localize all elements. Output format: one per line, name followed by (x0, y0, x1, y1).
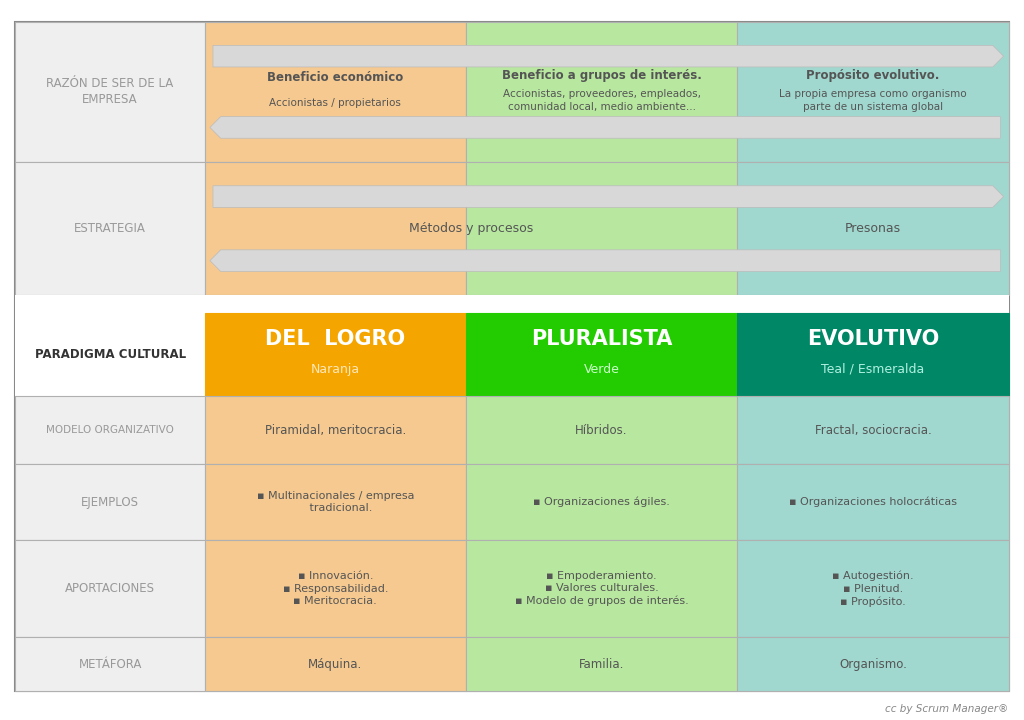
Polygon shape (210, 250, 1000, 271)
Text: Beneficio a grupos de interés.: Beneficio a grupos de interés. (502, 69, 701, 83)
Bar (737, 313, 1009, 396)
Bar (15, 22, 205, 162)
Text: ▪ Empoderamiento.
▪ Valores culturales.
▪ Modelo de grupos de interés.: ▪ Empoderamiento. ▪ Valores culturales. … (515, 571, 688, 606)
Bar (737, 396, 1009, 464)
Bar (15, 295, 1009, 313)
Text: APORTACIONES: APORTACIONES (66, 582, 155, 595)
Text: La propia empresa como organismo
parte de un sistema global: La propia empresa como organismo parte d… (779, 89, 967, 112)
Text: cc by Scrum Manager®: cc by Scrum Manager® (886, 704, 1009, 714)
Text: PARADIGMA CULTURAL: PARADIGMA CULTURAL (35, 348, 185, 361)
Text: Accionistas, proveedores, empleados,
comunidad local, medio ambiente...: Accionistas, proveedores, empleados, com… (503, 89, 700, 112)
Text: ▪ Innovación.
▪ Responsabilidad.
▪ Meritocracia.: ▪ Innovación. ▪ Responsabilidad. ▪ Merit… (283, 571, 388, 606)
Text: Propósito evolutivo.: Propósito evolutivo. (806, 69, 940, 83)
Bar (205, 540, 466, 637)
Text: Organismo.: Organismo. (839, 657, 907, 671)
Text: DEL  LOGRO: DEL LOGRO (265, 329, 406, 348)
Text: Familia.: Familia. (579, 657, 625, 671)
Text: MODELO ORGANIZATIVO: MODELO ORGANIZATIVO (46, 426, 174, 435)
Text: EJEMPLOS: EJEMPLOS (81, 495, 139, 509)
Text: ▪ Organizaciones holocráticas: ▪ Organizaciones holocráticas (788, 497, 957, 508)
Bar (205, 464, 466, 540)
Bar (737, 637, 1009, 691)
Text: Híbridos.: Híbridos. (575, 423, 628, 437)
Text: Naranja: Naranja (311, 362, 359, 376)
Text: ▪ Multinacionales / empresa
   tradicional.: ▪ Multinacionales / empresa tradicional. (257, 491, 414, 513)
Bar (737, 22, 1009, 162)
Bar (466, 313, 737, 396)
Bar (15, 313, 205, 396)
Bar (737, 162, 1009, 295)
Text: EVOLUTIVO: EVOLUTIVO (807, 329, 939, 348)
Text: Beneficio económico: Beneficio económico (267, 71, 403, 84)
Bar (205, 162, 466, 295)
Bar (466, 396, 737, 464)
Bar (15, 540, 205, 637)
Text: ▪ Autogestión.
▪ Plenitud.
▪ Propósito.: ▪ Autogestión. ▪ Plenitud. ▪ Propósito. (833, 571, 913, 606)
Bar (205, 313, 466, 396)
Bar (205, 22, 466, 162)
Text: Máquina.: Máquina. (308, 657, 362, 671)
Text: METÁFORA: METÁFORA (79, 657, 141, 671)
Bar (15, 464, 205, 540)
Polygon shape (210, 117, 1000, 138)
Bar (466, 637, 737, 691)
Bar (737, 540, 1009, 637)
Bar (466, 22, 737, 162)
Text: ▪ Organizaciones ágiles.: ▪ Organizaciones ágiles. (534, 497, 670, 508)
Bar (466, 162, 737, 295)
Text: Fractal, sociocracia.: Fractal, sociocracia. (814, 423, 932, 437)
Text: ESTRATEGIA: ESTRATEGIA (74, 222, 146, 235)
Bar (15, 396, 205, 464)
Bar (205, 396, 466, 464)
Bar (737, 464, 1009, 540)
Text: Accionistas / propietarios: Accionistas / propietarios (269, 98, 401, 107)
Text: Teal / Esmeralda: Teal / Esmeralda (821, 362, 925, 376)
Text: PLURALISTA: PLURALISTA (530, 329, 673, 348)
Text: Piramidal, meritocracia.: Piramidal, meritocracia. (265, 423, 406, 437)
Polygon shape (213, 186, 1004, 207)
Text: Métodos y procesos: Métodos y procesos (409, 222, 534, 235)
Bar (15, 637, 205, 691)
Bar (466, 464, 737, 540)
Text: Verde: Verde (584, 362, 620, 376)
Bar (15, 162, 205, 295)
Bar (466, 540, 737, 637)
Bar (205, 637, 466, 691)
Text: Presonas: Presonas (845, 222, 901, 235)
Text: RAZÓN DE SER DE LA
EMPRESA: RAZÓN DE SER DE LA EMPRESA (46, 77, 174, 107)
Polygon shape (213, 45, 1004, 67)
